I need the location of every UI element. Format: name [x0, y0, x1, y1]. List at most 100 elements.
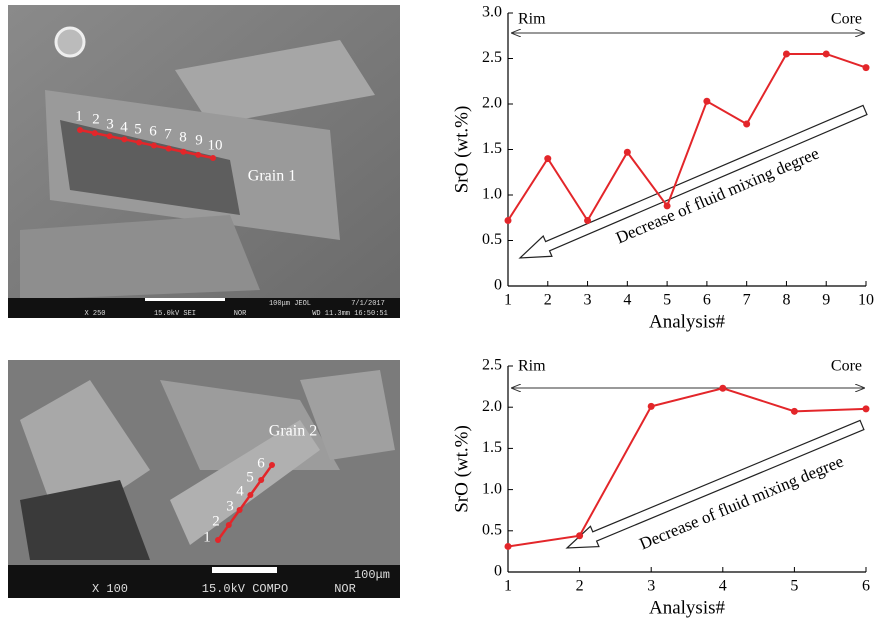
x-tick-label: 6	[703, 292, 711, 309]
image-info: X 100	[92, 582, 128, 596]
data-point	[544, 155, 551, 162]
point-label: 2	[92, 111, 100, 127]
point-label: 6	[257, 455, 265, 471]
y-tick-label: 0	[494, 563, 502, 580]
sample-point	[210, 155, 216, 161]
data-point	[505, 543, 512, 550]
trend-arrow	[516, 100, 870, 268]
data-point	[783, 50, 790, 57]
trend-arrow	[563, 415, 866, 558]
point-label: 8	[179, 129, 187, 145]
point-label: 2	[212, 513, 220, 529]
x-tick-label: 8	[782, 292, 790, 309]
sample-point	[215, 537, 221, 543]
x-tick-label: 9	[822, 292, 830, 309]
point-label: 4	[120, 119, 128, 135]
sample-point	[195, 152, 201, 158]
x-tick-label: 7	[743, 292, 751, 309]
data-point	[791, 408, 798, 415]
sample-point	[151, 143, 157, 149]
sample-point	[258, 477, 264, 483]
sample-point	[166, 146, 172, 152]
image-info: 15.0kV SEI	[154, 310, 196, 318]
y-tick-label: 2.0	[482, 95, 502, 112]
sample-point	[92, 130, 98, 136]
grain-label: Grain 2	[269, 423, 317, 440]
point-label: 1	[203, 529, 211, 545]
rim-label: Rim	[518, 11, 546, 28]
figure: 12345678910Grain 1X 25015.0kV SEINOR100μ…	[0, 0, 875, 626]
point-label: 5	[246, 469, 254, 485]
x-tick-label: 6	[862, 578, 870, 595]
data-point	[505, 217, 512, 224]
x-tick-label: 10	[858, 292, 874, 309]
sample-point	[269, 462, 275, 468]
x-tick-label: 5	[790, 578, 798, 595]
sample-point	[121, 136, 127, 142]
y-axis-label: SrO (wt.%)	[451, 106, 472, 194]
y-tick-label: 2.0	[482, 398, 502, 415]
image-info: NOR	[334, 582, 356, 596]
x-tick-label: 5	[663, 292, 671, 309]
x-tick-label: 1	[504, 578, 512, 595]
point-label: 3	[226, 498, 234, 514]
point-label: 4	[236, 483, 244, 499]
sample-point	[77, 127, 83, 133]
point-label: 7	[164, 126, 172, 142]
y-tick-label: 0.5	[482, 231, 502, 248]
sem-image-1	[8, 5, 400, 318]
data-point	[576, 532, 583, 539]
x-axis-label: Analysis#	[649, 597, 726, 618]
sample-point	[237, 507, 243, 513]
y-tick-label: 1.0	[482, 186, 502, 203]
image-info: 7/1/2017	[351, 300, 385, 308]
point-label: 3	[106, 116, 114, 132]
x-tick-label: 3	[647, 578, 655, 595]
point-label: 9	[195, 132, 203, 148]
data-point	[584, 217, 591, 224]
y-tick-label: 1.0	[482, 480, 502, 497]
x-tick-label: 2	[576, 578, 584, 595]
point-label: 5	[134, 121, 142, 137]
sample-point	[136, 139, 142, 145]
x-tick-label: 4	[719, 578, 727, 595]
data-point	[664, 202, 671, 209]
data-point	[823, 50, 830, 57]
image-info: 100μm	[354, 568, 390, 582]
data-point	[703, 98, 710, 105]
image-info: X 250	[84, 310, 105, 318]
x-tick-label: 1	[504, 292, 512, 309]
y-tick-label: 1.5	[482, 140, 502, 157]
sample-point	[247, 492, 253, 498]
core-label: Core	[831, 358, 862, 375]
sample-point	[226, 522, 232, 528]
image-info: 100μm JEOL	[269, 300, 311, 308]
y-tick-label: 1.5	[482, 439, 502, 456]
point-label: 6	[149, 123, 157, 139]
sample-point	[180, 149, 186, 155]
image-info: WD 11.3mm 16:50:51	[312, 310, 388, 318]
data-point	[624, 149, 631, 156]
core-label: Core	[831, 11, 862, 28]
y-tick-label: 2.5	[482, 357, 502, 374]
x-tick-label: 4	[623, 292, 631, 309]
data-point	[863, 405, 870, 412]
trend-label: Decrease of fluid mixing degree	[613, 144, 822, 248]
data-point	[863, 64, 870, 71]
grain-label: Grain 1	[248, 168, 296, 185]
trend-arrow-shape	[563, 415, 866, 558]
y-tick-label: 3.0	[482, 4, 502, 21]
image-info: NOR	[234, 310, 247, 318]
y-axis-label: SrO (wt.%)	[451, 425, 472, 513]
sem-image-2	[8, 360, 400, 598]
point-label: 1	[75, 108, 83, 124]
data-point	[743, 121, 750, 128]
image-info: 15.0kV COMPO	[202, 582, 288, 596]
x-tick-label: 2	[544, 292, 552, 309]
sample-point	[107, 133, 113, 139]
x-axis-label: Analysis#	[649, 311, 726, 332]
y-tick-label: 0.5	[482, 521, 502, 538]
point-label: 10	[208, 137, 223, 153]
data-point	[648, 403, 655, 410]
y-tick-label: 2.5	[482, 49, 502, 66]
